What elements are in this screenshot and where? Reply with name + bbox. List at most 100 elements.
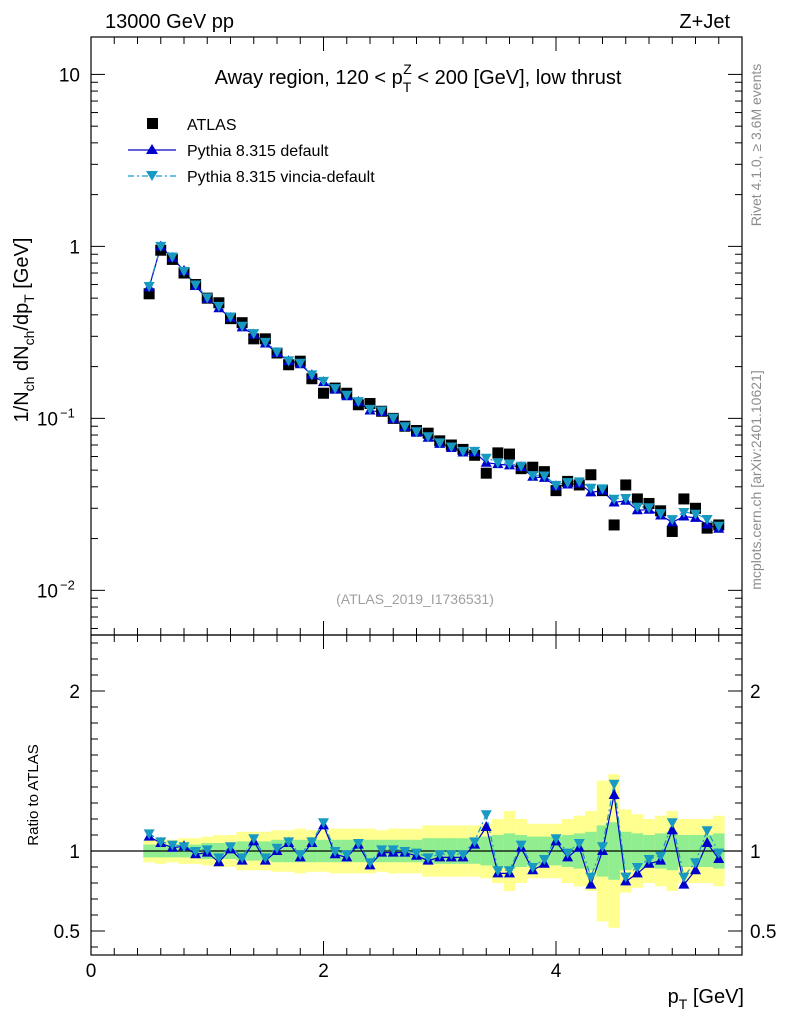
- pythia-vincia-point: [248, 329, 260, 340]
- ratio-pythia-vincia-point: [445, 850, 457, 861]
- ratio-pythia-vincia-point: [422, 853, 434, 864]
- ratio-pythia-vincia-point: [352, 839, 364, 849]
- pythia-vincia-point: [352, 397, 364, 408]
- atlas-point: [480, 467, 492, 479]
- legend-label-pythia-vincia: Pythia 8.315 vincia-default: [187, 169, 375, 186]
- y-axis-label: 1/Nch dNch/dpT [GeV]: [11, 238, 37, 423]
- x-tick-labels: 0 2 4: [86, 961, 562, 982]
- pythia-vincia-point: [341, 390, 353, 401]
- plot-title-post: < 200 [GeV], low thrust: [412, 67, 622, 89]
- pythia-vincia-point: [585, 483, 597, 494]
- pythia-vincia-point: [213, 301, 225, 312]
- pythia-vincia-point: [666, 515, 678, 526]
- x-tick-label-0: 0: [86, 961, 97, 982]
- pythia-vincia-point: [294, 358, 306, 369]
- legend-marker-pythia-vincia: [146, 171, 158, 181]
- pythia-vincia-point: [643, 503, 655, 514]
- ratio-data-points: [143, 779, 725, 889]
- ratio-pythia-vincia-point: [608, 779, 620, 790]
- ratio-pythia-vincia-point: [643, 855, 655, 865]
- analysis-watermark: (ATLAS_2019_I1736531): [336, 591, 494, 607]
- pythia-vincia-point: [201, 293, 213, 304]
- ratio-y-tick-label-left-1: 1: [69, 842, 80, 863]
- atlas-point: [620, 479, 632, 491]
- ratio-pythia-vincia-point: [294, 850, 306, 861]
- pythia-vincia-point: [190, 280, 202, 291]
- pythia-vincia-point: [259, 337, 271, 348]
- pythia-vincia-point: [527, 471, 539, 482]
- ratio-frame: [90, 634, 743, 956]
- y-tick-label-exp-2: −1: [60, 405, 75, 420]
- ratio-pythia-vincia-point: [538, 855, 550, 865]
- x-axis-label: pT [GeV]: [668, 986, 744, 1012]
- pythia-vincia-point: [492, 458, 504, 469]
- atlas-point: [527, 461, 539, 473]
- pythia-vincia-point: [480, 453, 492, 464]
- pythia-vincia-point: [469, 446, 481, 457]
- ratio-pythia-vincia-point: [713, 848, 725, 859]
- atlas-point: [678, 493, 690, 505]
- ratio-pythia-vincia-point: [690, 858, 701, 869]
- ratio-pythia-vincia-point: [399, 847, 411, 857]
- ratio-pythia-vincia-point: [190, 847, 202, 857]
- atlas-point: [631, 493, 643, 505]
- pythia-vincia-point: [562, 478, 574, 489]
- ratio-pythia-vincia-point: [411, 848, 422, 859]
- main-axis-ticks: [90, 37, 742, 635]
- pythia-vincia-point: [283, 356, 295, 367]
- ratio-pythia-default-point: [701, 837, 713, 847]
- ratio-y-tick-label-left-0: 2: [69, 682, 80, 703]
- ratio-pythia-vincia-point: [225, 842, 236, 853]
- ratio-pythia-vincia-point: [504, 866, 515, 877]
- atlas-point: [492, 447, 504, 459]
- ratio-pythia-vincia-point: [248, 834, 260, 845]
- ratio-pythia-vincia-point: [283, 837, 295, 848]
- ratio-pythia-vincia-point: [387, 845, 399, 856]
- pythia-vincia-point: [225, 312, 236, 323]
- plot-title: Away region, 120 < pTZ < 200 [GeV], low …: [215, 61, 622, 95]
- process-label: Z+Jet: [679, 11, 730, 33]
- ratio-pythia-vincia-point: [178, 842, 190, 853]
- x-tick-label-2: 4: [551, 961, 562, 982]
- ratio-y-tick-label-right-0: 2: [750, 682, 761, 703]
- pythia-vincia-point: [504, 459, 515, 470]
- ratio-pythia-vincia-point: [376, 845, 388, 856]
- ratio-pythia-default-point: [678, 878, 690, 889]
- ratio-pythia-vincia-point: [655, 851, 667, 862]
- ratio-pythia-vincia-point: [329, 847, 341, 857]
- ratio-pythia-vincia-point: [201, 845, 213, 856]
- legend-marker-pythia-default: [146, 144, 158, 154]
- ratio-pythia-vincia-point: [236, 853, 248, 864]
- pythia-vincia-point: [550, 480, 562, 491]
- side-mcplots-label: mcplots.cern.ch [arXiv:2401.10621]: [748, 370, 764, 589]
- ratio-y-tick-label-right-1: 1: [750, 842, 761, 863]
- ratio-pythia-default-point: [480, 821, 492, 831]
- ratio-pythia-vincia-point: [457, 850, 469, 861]
- ratio-pythia-vincia-point: [143, 829, 155, 840]
- ratio-pythia-vincia-point: [155, 837, 167, 848]
- pythia-vincia-point: [457, 446, 469, 457]
- atlas-point: [608, 519, 620, 531]
- main-data-points: [143, 240, 725, 537]
- atlas-point: [666, 525, 678, 537]
- pythia-vincia-point: [318, 376, 329, 387]
- ratio-pythia-vincia-point: [631, 863, 643, 873]
- pythia-vincia-point: [306, 370, 318, 381]
- pythia-vincia-point: [434, 438, 446, 449]
- atlas-point: [364, 398, 376, 410]
- pythia-vincia-point: [631, 502, 643, 513]
- ratio-pythia-vincia-point: [306, 837, 318, 848]
- pythia-vincia-point: [538, 471, 550, 482]
- atlas-point: [585, 469, 597, 481]
- series-line-pythia-vincia: [148, 244, 720, 527]
- pythia-vincia-point: [166, 252, 178, 263]
- y-tick-label-exp-3: −2: [60, 577, 75, 592]
- pythia-vincia-point: [178, 266, 190, 277]
- ratio-pythia-vincia-point: [318, 818, 329, 829]
- ratio-pythia-vincia-point: [597, 842, 608, 853]
- ratio-pythia-vincia-point: [527, 863, 539, 873]
- ratio-pythia-vincia-point: [271, 843, 283, 854]
- ratio-y-tick-label-right-2: 0.5: [750, 922, 776, 943]
